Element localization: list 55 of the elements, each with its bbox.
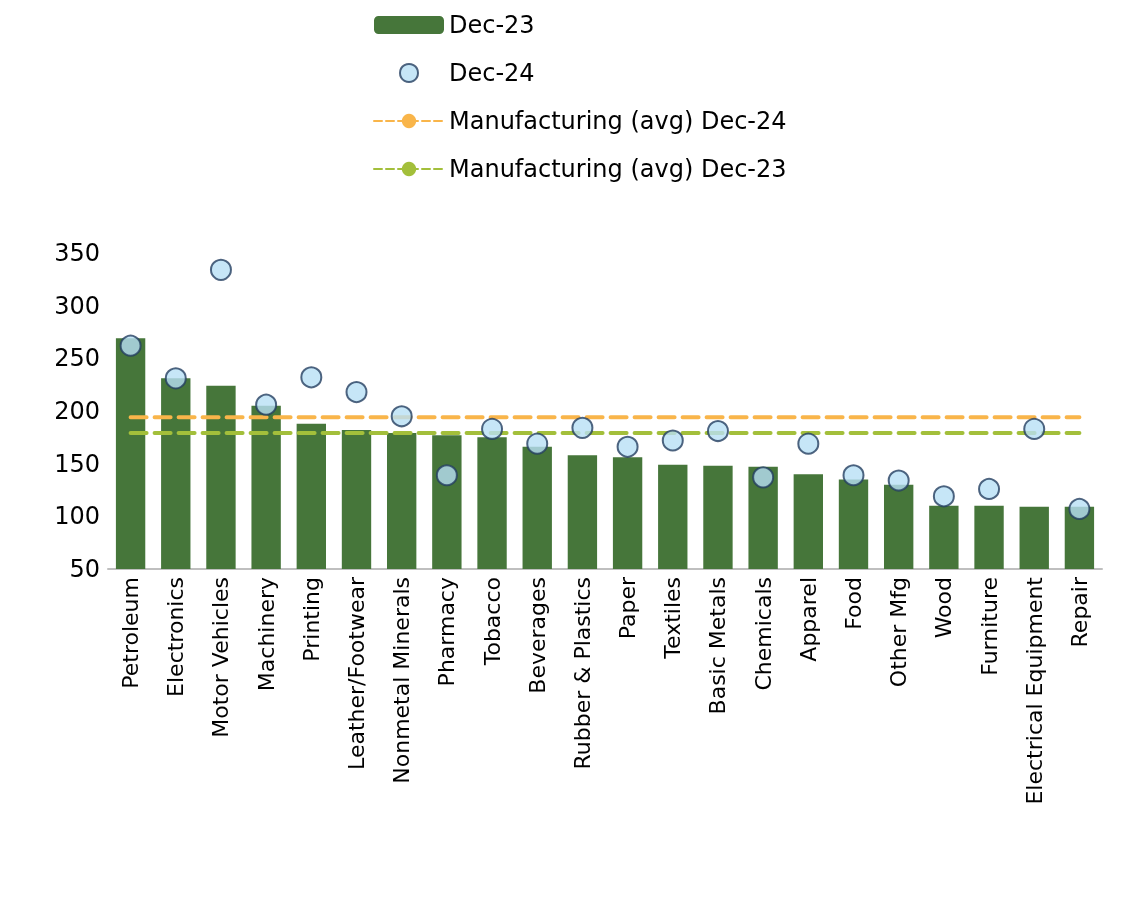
x-tick-label: Pharmacy	[434, 577, 460, 687]
x-tick-label: Textiles	[660, 577, 686, 660]
point	[300, 366, 323, 389]
x-tick-label: Apparel	[795, 577, 821, 662]
y-tick-label: 100	[54, 502, 100, 531]
y-tick-label: 250	[54, 344, 100, 373]
x-tick-label: Repair	[1066, 576, 1092, 648]
point	[526, 432, 549, 455]
point	[842, 464, 865, 487]
x-tick-label: Motor Vehicles	[208, 577, 234, 738]
y-tick-label: 150	[54, 449, 100, 478]
point	[932, 485, 955, 508]
x-tick-label: Other Mfg	[886, 577, 912, 688]
point	[119, 334, 142, 357]
point	[571, 416, 594, 439]
point	[390, 405, 413, 428]
x-tick-label: Rubber & Plastics	[569, 577, 595, 770]
point	[1068, 497, 1091, 520]
point	[209, 258, 232, 281]
point	[978, 477, 1001, 500]
x-tick-label: Nonmetal Minerals	[389, 577, 415, 784]
y-tick-label: 50	[69, 555, 100, 583]
point	[752, 466, 775, 489]
point	[1023, 417, 1046, 440]
x-tick-label: Beverages	[524, 577, 550, 694]
x-tick-label: Wood	[931, 577, 957, 639]
point	[164, 367, 187, 390]
y-tick-label: 300	[54, 291, 100, 320]
x-tick-label: Leather/Footwear	[344, 576, 369, 770]
x-tick-label: Tobacco	[479, 577, 505, 667]
point	[616, 435, 639, 458]
legend-label: Dec-23	[449, 11, 535, 39]
point	[255, 393, 278, 416]
x-tick-label: Paper	[615, 576, 641, 640]
x-tick-label: Furniture	[976, 577, 1002, 676]
y-tick-label: 350	[54, 239, 100, 267]
x-tick-label: Chemicals	[750, 577, 776, 691]
point	[706, 420, 729, 443]
x-tick-label: Petroleum	[118, 577, 144, 689]
point	[481, 417, 504, 440]
x-tick-label: Food	[841, 577, 866, 630]
x-tick-label: Machinery	[253, 577, 279, 692]
point	[435, 464, 458, 487]
x-tick-label: Basic Metals	[705, 577, 731, 715]
point	[661, 429, 684, 452]
x-tick-label: Electrical Equipment	[1021, 576, 1047, 805]
y-tick-label: 200	[54, 397, 100, 425]
legend-label: Dec-24	[449, 59, 535, 87]
x-tick-label: Electronics	[163, 577, 189, 697]
point	[797, 432, 820, 455]
legend-label: Manufacturing (avg) Dec-23	[449, 155, 787, 183]
x-tick-label: Printing	[298, 577, 324, 662]
point	[887, 469, 910, 492]
legend-label: Manufacturing (avg) Dec-24	[449, 107, 787, 135]
point	[345, 381, 368, 404]
